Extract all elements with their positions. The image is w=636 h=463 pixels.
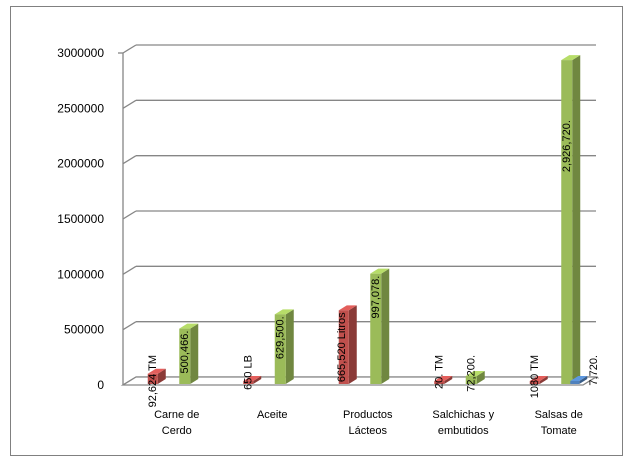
bar-side — [476, 371, 485, 384]
bar-front — [434, 381, 445, 384]
bar-top — [243, 376, 262, 381]
bar-side — [444, 376, 453, 384]
bar-side — [157, 368, 166, 384]
gridline-side — [122, 210, 137, 220]
bar-side — [285, 309, 294, 384]
data-label: 72,200. — [465, 355, 477, 392]
data-label: 629,500. — [274, 316, 286, 359]
y-tick-label: 2000000 — [57, 157, 104, 171]
bar-top — [370, 268, 390, 274]
bar-top — [529, 376, 548, 381]
grid-layer — [122, 44, 596, 386]
bar-top — [465, 371, 485, 377]
data-label: 7,720. — [588, 355, 600, 386]
bar-side — [253, 376, 262, 384]
bar — [434, 376, 453, 384]
bar — [529, 376, 548, 384]
x-tick-label: Salsas de — [535, 409, 583, 421]
data-label: 500,466. — [179, 331, 191, 374]
gridline-side — [122, 265, 137, 275]
data-label: 997,078. — [370, 276, 382, 319]
bar — [147, 368, 166, 384]
bar-front — [529, 381, 540, 384]
x-tick-label: Tomate — [541, 425, 577, 437]
bar-front — [465, 376, 477, 384]
bar-front — [147, 373, 158, 384]
chart-frame: 0 500000 1000000 1500000 2000000 2500000 30000… — [10, 6, 623, 456]
bar-side — [572, 55, 581, 385]
y-tick-label: 1500000 — [57, 212, 104, 226]
gridline-side — [122, 155, 137, 165]
y-tick-label: 1000000 — [57, 267, 104, 281]
bar — [274, 309, 294, 384]
x-tick-label: Carne de — [154, 409, 199, 421]
gridline-side — [122, 44, 137, 54]
y-tick-label: 2500000 — [57, 101, 104, 115]
bar-front — [570, 381, 580, 384]
bar — [370, 268, 390, 384]
y-axis: 0 500000 1000000 1500000 2000000 2500000 30000… — [57, 46, 124, 392]
bar — [465, 371, 485, 384]
data-label: 20. TM — [433, 355, 445, 389]
bar-top — [179, 323, 199, 329]
bar-side — [190, 323, 199, 384]
x-axis: Carne de Cerdo Aceite Productos Lácteos Salch… — [154, 409, 583, 437]
bar-top — [147, 368, 166, 374]
bar-side — [381, 268, 390, 384]
x-tick-label: Salchichas y — [432, 409, 494, 421]
bar-front — [243, 381, 254, 384]
gridline-side — [122, 99, 137, 109]
bars-layer — [147, 55, 588, 385]
data-label: 1080 TM — [529, 355, 541, 398]
bar-side — [539, 376, 548, 384]
bar-top — [434, 376, 453, 381]
bar-front — [274, 314, 286, 384]
data-label: 92,624 TM — [147, 355, 159, 407]
bar-front — [338, 310, 349, 384]
bar-front — [370, 273, 382, 384]
bar-front — [179, 328, 191, 384]
bar-top — [274, 309, 294, 315]
bar — [243, 376, 262, 384]
x-tick-label: Cerdo — [162, 425, 192, 437]
bar-top — [338, 305, 357, 311]
x-tick-label: embutidos — [438, 425, 489, 437]
x-tick-label: Productos — [343, 409, 393, 421]
bar-top — [570, 376, 588, 381]
data-label: 665,520 Litros — [336, 312, 348, 382]
bar — [561, 55, 581, 385]
y-tick-label: 3000000 — [57, 46, 104, 60]
bar-chart: 0 500000 1000000 1500000 2000000 2500000 30000… — [57, 44, 600, 437]
bar — [179, 323, 199, 384]
x-tick-label: Lácteos — [348, 425, 387, 437]
gridline-side — [122, 321, 137, 331]
bar-top — [561, 55, 581, 61]
data-label: 650 LB — [242, 355, 254, 390]
x-tick-label: Aceite — [257, 409, 288, 421]
bar — [338, 305, 357, 384]
y-tick-label: 0 — [97, 378, 104, 392]
bar-front — [561, 60, 573, 385]
bar-side — [348, 305, 357, 384]
data-labels-layer: 92,624 TM 500,466. 650 LB 629,500. 665,520 L… — [147, 120, 600, 407]
bar — [570, 376, 588, 384]
data-label: 2,926,720. — [561, 120, 573, 172]
y-tick-label: 500000 — [64, 323, 104, 337]
bar-side — [579, 376, 588, 384]
